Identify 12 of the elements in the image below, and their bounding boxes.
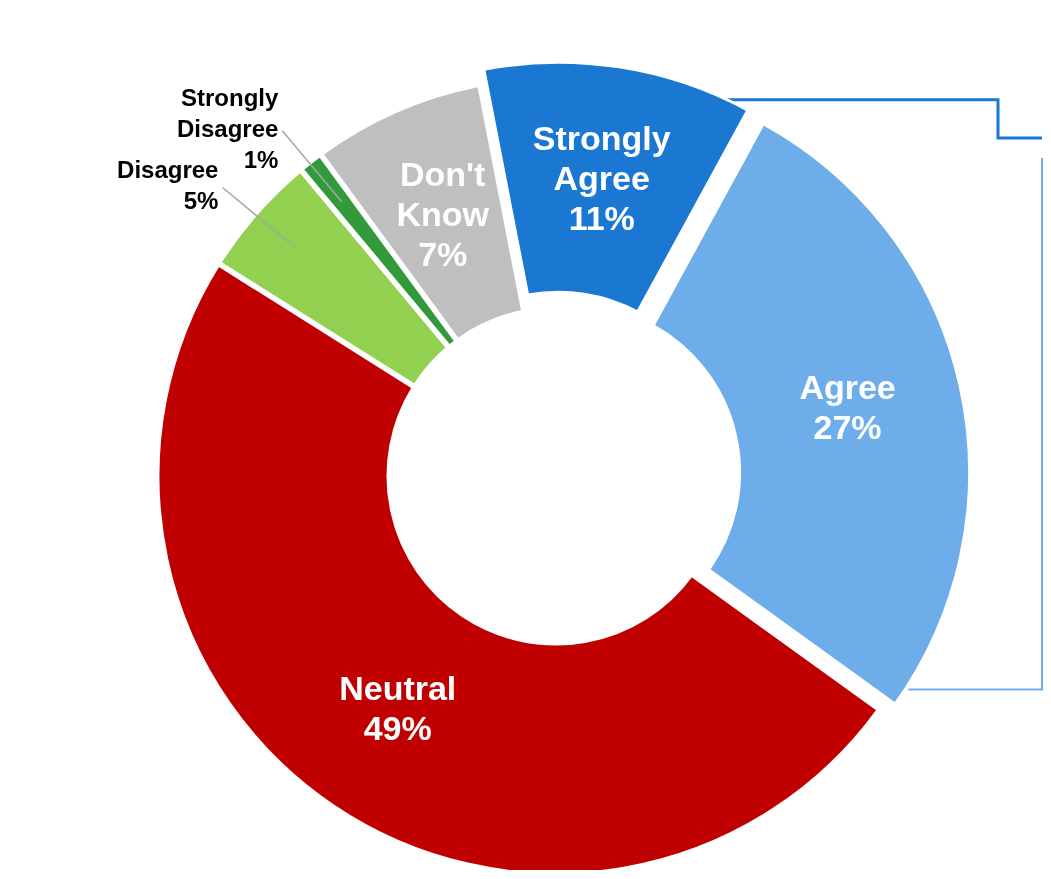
slice-label: Neutral	[339, 668, 457, 707]
data-label: 27%	[813, 407, 882, 446]
slice-label: Disagree	[117, 156, 219, 184]
data-label: 7%	[418, 234, 468, 273]
slice-label: Strongly Disagree	[176, 84, 279, 143]
data-label: 11%	[568, 198, 635, 237]
data-label: 5%	[183, 187, 219, 215]
data-label: 1%	[243, 146, 279, 174]
data-label: 49%	[363, 708, 432, 747]
slice-label: Don't Know	[396, 154, 490, 233]
slice-label: Agree	[799, 367, 896, 406]
slice-label: Strongly Agree	[532, 118, 671, 197]
